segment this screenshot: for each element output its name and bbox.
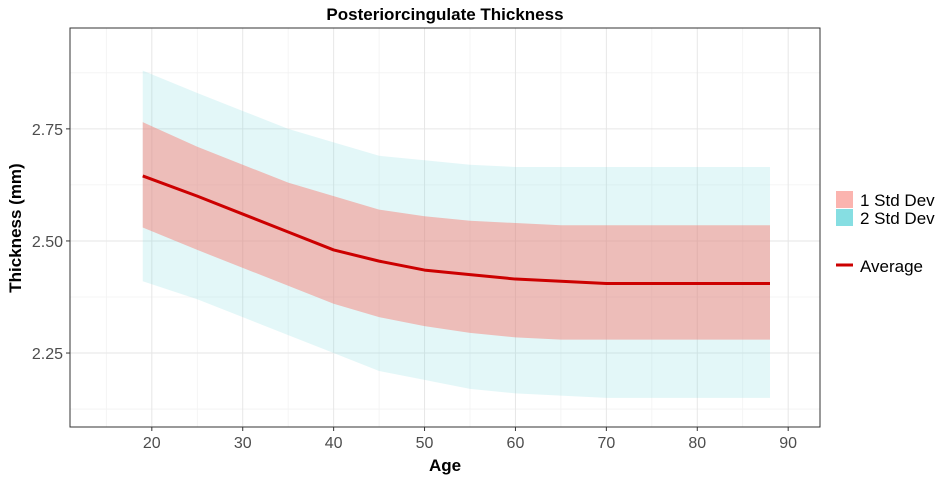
- y-tick-label: 2.75: [32, 122, 63, 139]
- x-tick-label: 30: [234, 435, 252, 452]
- average-line: [142, 174, 770, 286]
- axis-ticks: 20 30 40 50 60 70 80 90 2.25 2.50 2.75: [32, 122, 797, 452]
- 2-std-dev-band: [142, 70, 771, 398]
- x-tick-label: 70: [597, 435, 615, 452]
- y-axis-label: Thickness (mm): [6, 163, 25, 292]
- legend-key-1-std-dev: [836, 191, 853, 208]
- legend-label: 2 Std Dev: [860, 209, 935, 228]
- chart-title: Posteriorcingulate Thickness: [326, 5, 563, 24]
- average-line-layer: [142, 174, 770, 286]
- x-tick-label: 50: [416, 435, 434, 452]
- legend-label: Average: [860, 257, 923, 276]
- x-tick-label: 60: [507, 435, 525, 452]
- 1-std-dev-band: [142, 122, 771, 340]
- legend-key-2-std-dev: [836, 209, 853, 226]
- x-tick-label: 80: [688, 435, 706, 452]
- x-axis-label: Age: [429, 456, 461, 475]
- legend-label: 1 Std Dev: [860, 191, 935, 210]
- x-tick-label: 40: [325, 435, 343, 452]
- y-tick-label: 2.50: [32, 234, 63, 251]
- x-tick-label: 20: [143, 435, 161, 452]
- y-tick-label: 2.25: [32, 346, 63, 363]
- grid: [70, 28, 820, 427]
- plot-panel: [69, 27, 821, 428]
- bands: [142, 70, 771, 398]
- x-tick-label: 90: [779, 435, 797, 452]
